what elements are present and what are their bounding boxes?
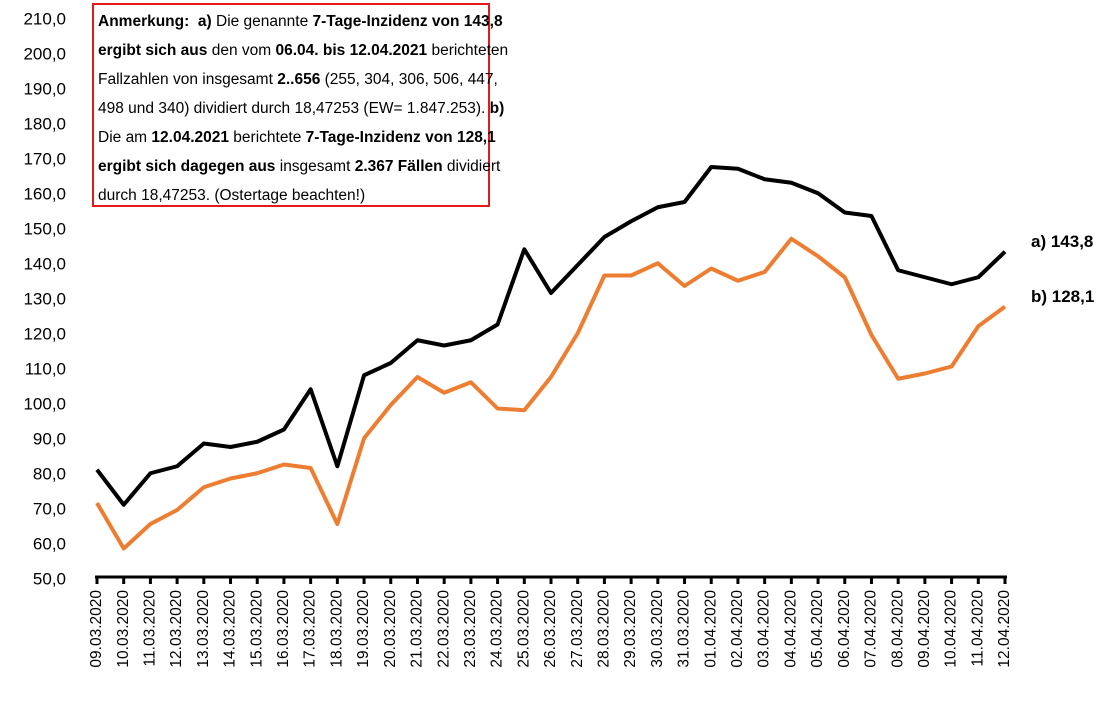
x-tick-label: 23.03.2020 xyxy=(462,590,479,668)
annotation-text: 06.04. bis 12.04.2021 xyxy=(275,42,428,59)
y-tick-label: 100,0 xyxy=(23,394,66,413)
annotation-text: Fallzahlen von insgesamt xyxy=(98,71,278,88)
y-tick-label: 210,0 xyxy=(23,9,66,28)
annotation-text: insgesamt xyxy=(275,158,355,175)
annotation-text: Anmerkung: a) xyxy=(98,13,212,30)
x-tick-label: 28.03.2020 xyxy=(596,590,613,668)
x-tick-label: 07.04.2020 xyxy=(863,590,880,668)
x-tick-label: 11.04.2020 xyxy=(969,590,986,667)
annotation-text: Die am xyxy=(98,129,152,146)
annotation-line: ergibt sich dagegen aus insgesamt 2.367 … xyxy=(98,152,500,181)
x-tick-label: 30.03.2020 xyxy=(649,590,666,668)
annotation-line: ergibt sich aus den vom 06.04. bis 12.04… xyxy=(98,36,508,65)
x-tick-label: 15.03.2020 xyxy=(248,590,265,668)
annotation-text: 2..656 xyxy=(277,71,321,88)
annotation-line: Die am 12.04.2021 berichtete 7-Tage-Inzi… xyxy=(98,123,496,152)
x-tick-label: 09.03.2020 xyxy=(88,590,105,668)
y-tick-label: 160,0 xyxy=(23,184,66,203)
x-tick-label: 27.03.2020 xyxy=(569,590,586,668)
x-tick-label: 20.03.2020 xyxy=(382,590,399,668)
y-tick-label: 50,0 xyxy=(33,569,66,588)
y-tick-label: 110,0 xyxy=(25,359,66,378)
y-tick-label: 60,0 xyxy=(33,534,66,553)
annotation-text: ergibt sich dagegen aus xyxy=(98,158,276,175)
y-tick-label: 200,0 xyxy=(23,44,66,63)
annotation-text: berichteten xyxy=(427,42,509,59)
annotation-line: Fallzahlen von insgesamt 2..656 (255, 30… xyxy=(98,65,498,94)
annotation-text: 2.367 Fällen xyxy=(354,158,443,175)
x-tick-label: 22.03.2020 xyxy=(435,590,452,668)
annotation-text: b) xyxy=(489,100,505,117)
line-series xyxy=(95,236,1007,551)
y-tick-label: 70,0 xyxy=(33,499,66,518)
x-tick-label: 21.03.2020 xyxy=(409,590,426,668)
x-tick-label: 19.03.2020 xyxy=(355,590,372,668)
x-tick-label: 18.03.2020 xyxy=(328,590,345,668)
annotation-text: durch 18,47253. (Ostertage beachten!) xyxy=(98,187,366,204)
x-tick-label: 16.03.2020 xyxy=(275,590,292,668)
annotation-text: Die genannte xyxy=(211,13,313,30)
annotation-text: 12.04.2021 xyxy=(151,129,229,146)
annotation-text: 7-Tage-Inzidenz von 128,1 xyxy=(305,129,496,146)
y-tick-label: 120,0 xyxy=(23,324,66,343)
x-tick-label: 12.03.2020 xyxy=(168,590,185,668)
annotation-line: Anmerkung: a) Die genannte 7-Tage-Inzide… xyxy=(98,7,503,36)
x-tick-label: 17.03.2020 xyxy=(302,590,319,668)
x-tick-label: 02.04.2020 xyxy=(729,590,746,668)
y-tick-label: 150,0 xyxy=(23,219,66,238)
x-tick-label: 01.04.2020 xyxy=(702,590,719,668)
annotation-text: den vom xyxy=(207,42,276,59)
x-tick-label: 05.04.2020 xyxy=(809,590,826,668)
x-tick-label: 25.03.2020 xyxy=(515,590,532,668)
end-label: a) 143,8 xyxy=(1031,232,1093,251)
x-tick-label: 12.04.2020 xyxy=(996,590,1013,668)
annotation-text: ergibt sich aus xyxy=(98,42,208,59)
x-tick-label: 03.04.2020 xyxy=(756,590,773,668)
y-tick-label: 180,0 xyxy=(23,114,66,133)
x-tick-label: 08.04.2020 xyxy=(889,590,906,668)
x-tick-label: 10.03.2020 xyxy=(115,590,132,668)
x-tick-label: 11.03.2020 xyxy=(142,590,159,667)
y-tick-label: 80,0 xyxy=(33,464,66,483)
annotation-box: Anmerkung: a) Die genannte 7-Tage-Inzide… xyxy=(92,3,508,210)
x-tick-label: 24.03.2020 xyxy=(489,590,506,668)
y-tick-label: 130,0 xyxy=(23,289,66,308)
x-tick-label: 09.04.2020 xyxy=(916,590,933,668)
end-label: b) 128,1 xyxy=(1031,287,1094,306)
y-tick-label: 140,0 xyxy=(23,254,66,273)
x-tick-label: 10.04.2020 xyxy=(943,590,960,668)
x-tick-label: 04.04.2020 xyxy=(782,590,799,668)
annotation-text: 7-Tage-Inzidenz von 143,8 xyxy=(312,13,503,30)
x-tick-label: 06.04.2020 xyxy=(836,590,853,668)
x-tick-label: 26.03.2020 xyxy=(542,590,559,668)
annotation-text: dividiert xyxy=(442,158,501,175)
y-tick-label: 190,0 xyxy=(23,79,66,98)
y-tick-label: 90,0 xyxy=(33,429,66,448)
y-tick-label: 170,0 xyxy=(23,149,66,168)
x-tick-label: 31.03.2020 xyxy=(676,590,693,668)
x-tick-label: 13.03.2020 xyxy=(195,590,212,668)
x-tick-label: 14.03.2020 xyxy=(222,590,239,668)
annotation-line: durch 18,47253. (Ostertage beachten!) xyxy=(98,181,484,210)
annotation-text: 498 und 340) dividiert durch 18,47253 (E… xyxy=(98,100,490,117)
annotation-text: (255, 304, 306, 506, 447, xyxy=(320,71,498,88)
x-tick-label: 29.03.2020 xyxy=(622,590,639,668)
annotation-line: 498 und 340) dividiert durch 18,47253 (E… xyxy=(98,94,504,123)
line-series xyxy=(95,165,1007,507)
annotation-text: berichtete xyxy=(228,129,306,146)
